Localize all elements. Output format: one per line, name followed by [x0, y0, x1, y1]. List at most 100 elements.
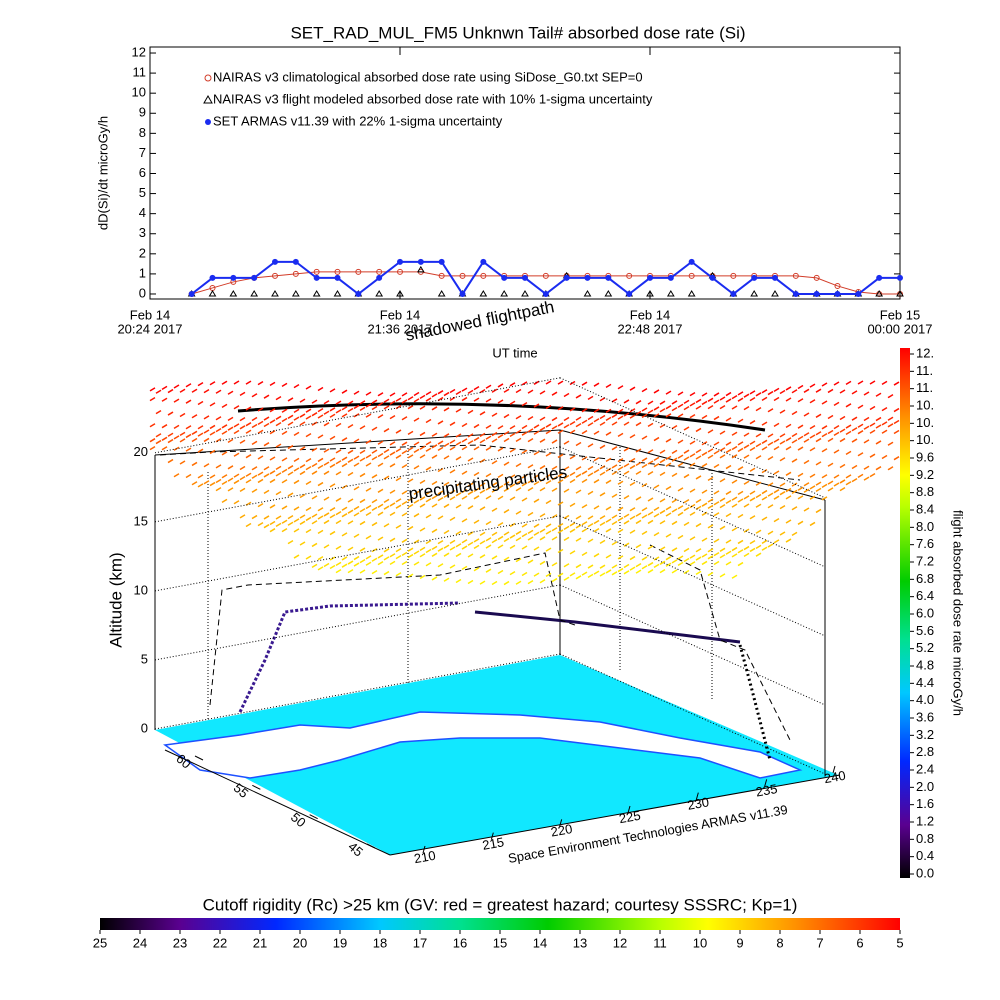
particle-dash: [545, 452, 552, 457]
data-point: [855, 290, 862, 297]
particle-dash: [473, 544, 480, 550]
particle-dash: [467, 579, 474, 585]
particle-dash: [659, 408, 666, 413]
particle-dash: [167, 388, 174, 394]
particle-dash: [497, 569, 504, 575]
particle-dash: [527, 464, 534, 469]
particle-dash: [833, 381, 840, 386]
particle-dash: [791, 531, 798, 536]
particle-dash: [659, 449, 666, 454]
particle-dash: [629, 529, 636, 534]
particle-dash: [839, 486, 846, 492]
particle-dash: [155, 409, 162, 415]
particle-dash: [209, 481, 216, 487]
particle-dash: [557, 472, 564, 478]
particle-dash: [731, 574, 738, 579]
particle-dash: [803, 388, 810, 393]
particle-dash: [575, 394, 582, 399]
particle-dash: [725, 512, 732, 518]
particle-dash: [815, 487, 822, 493]
data-point: [730, 272, 737, 279]
particle-dash: [707, 454, 714, 459]
particle-dash: [515, 429, 522, 434]
particle-dash: [413, 550, 420, 555]
colorbar-tick-label: 8.8: [916, 484, 934, 499]
particle-dash: [527, 389, 534, 394]
particle-dash: [419, 553, 426, 558]
data-point: [376, 274, 383, 281]
particle-dash: [629, 555, 636, 561]
particle-dash: [257, 478, 264, 484]
particle-dash: [497, 521, 504, 527]
particle-dash: [431, 444, 438, 449]
legend-marker: [203, 94, 213, 104]
colorbar-tick-label: 10.: [916, 432, 934, 447]
particle-dash: [155, 439, 162, 445]
particle-dash: [233, 479, 240, 485]
particle-dash: [605, 383, 612, 389]
particle-dash: [161, 436, 168, 441]
particle-dash: [713, 399, 720, 404]
colorbar-tick-label: 1.6: [916, 796, 934, 811]
y-tick-label: 1: [139, 265, 146, 280]
data-point: [730, 290, 737, 297]
particle-dash: [545, 530, 552, 535]
particle-dash: [563, 474, 570, 480]
particle-dash: [209, 431, 216, 436]
particle-dash: [593, 430, 600, 435]
particle-dash: [845, 450, 852, 455]
particle-dash: [401, 450, 408, 455]
particle-dash: [509, 448, 516, 453]
particle-dash: [551, 562, 558, 567]
particle-dash: [383, 570, 390, 576]
particle-dash: [635, 410, 642, 416]
particle-dash: [869, 472, 876, 478]
data-point: [521, 290, 529, 297]
particle-dash: [305, 432, 312, 438]
data-point: [291, 290, 300, 297]
particle-dash: [641, 514, 648, 519]
data-point: [522, 274, 528, 281]
particle-dash: [407, 553, 414, 559]
particle-dash: [773, 539, 780, 544]
particle-dash: [209, 381, 216, 386]
particle-dash: [713, 415, 720, 421]
particle-dash: [383, 455, 390, 460]
particle-dash: [689, 554, 696, 559]
particle-dash: [515, 487, 522, 492]
particle-dash: [317, 408, 324, 413]
particle-dash: [233, 500, 240, 505]
particle-dash: [455, 433, 462, 438]
particle-dash: [581, 408, 588, 413]
particle-dash: [287, 414, 294, 419]
particle-dash: [281, 527, 288, 533]
particle-dash: [569, 522, 576, 527]
particle-dash: [563, 440, 570, 445]
particle-dash: [431, 528, 438, 533]
particle-dash: [383, 523, 390, 528]
particle-dash: [581, 551, 588, 556]
particle-dash: [743, 545, 750, 551]
particle-dash: [317, 481, 324, 487]
particle-dash: [683, 449, 690, 454]
particle-dash: [461, 495, 468, 500]
particle-dash: [653, 484, 660, 489]
particle-dash: [323, 422, 330, 427]
particle-dash: [527, 529, 534, 534]
particle-dash: [455, 543, 462, 548]
particle-dash: [557, 422, 564, 427]
rigidity-colorbar: [100, 918, 900, 930]
particle-dash: [809, 521, 816, 527]
data-point: [480, 272, 487, 279]
particle-dash: [767, 504, 774, 509]
colorbar-tick-label: 0.8: [916, 831, 934, 846]
particle-dash: [659, 458, 666, 464]
particle-dash: [443, 391, 450, 397]
x-tick-label: Feb 14: [380, 307, 420, 322]
particle-dash: [653, 436, 660, 442]
colorbar-label: flight absorbed dose rate microGy/h: [951, 510, 966, 716]
particle-dash: [317, 566, 324, 571]
particle-dash: [473, 567, 480, 572]
particle-dash: [707, 524, 714, 529]
particle-dash: [599, 421, 606, 426]
